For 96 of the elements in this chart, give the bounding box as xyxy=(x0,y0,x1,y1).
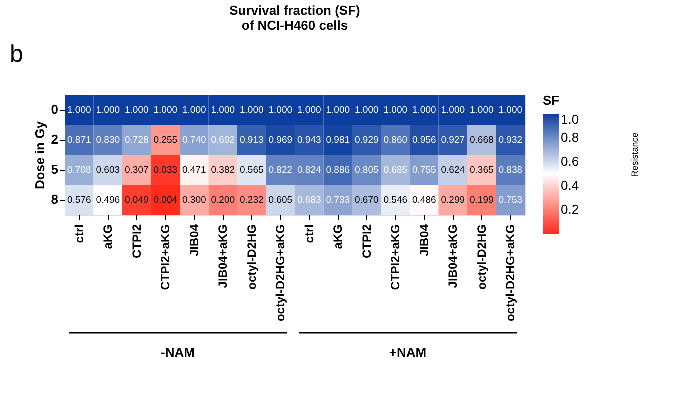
data-label: 1.000 xyxy=(441,105,466,116)
y-tick-label: 0 xyxy=(51,102,58,117)
data-label: 0.004 xyxy=(154,195,178,206)
data-label: 1.000 xyxy=(268,105,293,116)
data-label: 0.365 xyxy=(470,165,494,176)
data-label: 0.943 xyxy=(297,135,322,146)
data-label: 0.033 xyxy=(154,165,178,176)
data-label: 0.546 xyxy=(384,195,408,206)
data-label: 0.932 xyxy=(498,135,523,146)
data-label: 0.981 xyxy=(326,135,350,146)
color-bar-label: 0.6 xyxy=(561,154,580,169)
x-tick-label: CTPI2 xyxy=(130,224,144,259)
data-label: 0.471 xyxy=(182,165,206,176)
text: +NAM xyxy=(389,345,427,360)
data-label: 0.299 xyxy=(441,195,466,206)
x-tick-label: octyl-D2HG+aKG xyxy=(274,224,288,322)
data-label: 0.755 xyxy=(412,165,436,176)
data-label: 0.886 xyxy=(326,165,350,176)
data-label: 1.000 xyxy=(297,105,322,116)
data-label: 0.860 xyxy=(384,135,408,146)
data-label: 1.000 xyxy=(326,105,350,116)
data-label: 0.200 xyxy=(211,195,236,206)
x-tick-label: JIB04+aKG xyxy=(446,224,460,288)
data-label: 0.956 xyxy=(412,135,436,146)
x-tick-label: ctrl xyxy=(302,224,316,244)
x-tick-label: JIB04+aKG xyxy=(216,224,230,288)
data-label: 0.605 xyxy=(268,195,293,206)
data-label: 0.624 xyxy=(441,165,466,176)
color-bar-label: 0.2 xyxy=(561,202,580,217)
data-label: 0.382 xyxy=(211,165,236,176)
x-tick-label: CTPI2 xyxy=(360,224,374,259)
data-label: 1.000 xyxy=(182,105,206,116)
color-bar-label: 0.8 xyxy=(561,130,580,145)
data-label: 0.929 xyxy=(354,135,379,146)
data-label: 1.000 xyxy=(96,105,120,116)
x-tick-label: CTPI2+aKG xyxy=(158,224,173,290)
data-label: 1.000 xyxy=(154,105,178,116)
data-label: 0.255 xyxy=(154,135,178,146)
text: b xyxy=(10,41,24,68)
x-tick-label: octyl-D2HG xyxy=(474,224,489,290)
data-label: 0.603 xyxy=(96,165,120,176)
data-label: 1.000 xyxy=(470,105,494,116)
x-tick-label: ctrl xyxy=(72,224,86,244)
data-label: 0.300 xyxy=(182,195,206,206)
data-label: 0.728 xyxy=(124,135,149,146)
data-label: 0.830 xyxy=(96,135,120,146)
data-label: 1.000 xyxy=(354,105,379,116)
data-label: 0.232 xyxy=(240,195,264,206)
data-label: 1.000 xyxy=(124,105,149,116)
y-tick-label: 8 xyxy=(51,192,58,207)
data-label: 0.805 xyxy=(354,165,379,176)
data-label: 1.000 xyxy=(67,105,92,116)
x-tick-label: CTPI2+aKG xyxy=(388,224,403,290)
data-label: 1.000 xyxy=(498,105,523,116)
x-tick-label: aKG xyxy=(101,224,116,250)
color-bar-label: 0.4 xyxy=(561,178,580,193)
data-label: 0.871 xyxy=(67,135,92,146)
data-label: 1.000 xyxy=(384,105,408,116)
text: -NAM xyxy=(161,345,195,360)
data-label: 0.838 xyxy=(498,165,523,176)
chart-title: Survival fraction (SF) of NCI-H460 cells xyxy=(230,3,360,33)
data-label: 1.000 xyxy=(412,105,436,116)
data-label: 0.692 xyxy=(211,135,236,146)
text: Resistance xyxy=(630,132,640,178)
data-label: 0.969 xyxy=(268,135,293,146)
y-tick-label: 5 xyxy=(51,162,58,177)
color-bar-label: 1.0 xyxy=(561,112,580,127)
data-label: 0.927 xyxy=(441,135,466,146)
y-axis-title: Dose in Gy xyxy=(32,120,48,190)
data-label: 0.740 xyxy=(182,135,206,146)
data-label: 0.733 xyxy=(326,195,350,206)
data-label: 0.668 xyxy=(470,135,494,146)
data-label: 0.576 xyxy=(67,195,92,206)
y-tick-label: 2 xyxy=(51,132,58,147)
data-label: 0.685 xyxy=(384,165,408,176)
data-label: 0.199 xyxy=(470,195,494,206)
x-tick-label: octyl-D2HG+aKG xyxy=(504,224,518,322)
data-label: 0.486 xyxy=(412,195,436,206)
data-label: 0.565 xyxy=(240,165,264,176)
data-label: 0.824 xyxy=(297,165,322,176)
color-bar-title: SF xyxy=(543,93,560,108)
data-label: 1.000 xyxy=(240,105,264,116)
data-label: 0.307 xyxy=(124,165,149,176)
data-label: 0.670 xyxy=(354,195,379,206)
data-label: 0.049 xyxy=(124,195,149,206)
x-tick-label: octyl-D2HG xyxy=(244,224,259,290)
x-tick-label: JIB04 xyxy=(187,224,202,257)
data-label: 0.708 xyxy=(67,165,92,176)
data-label: 0.913 xyxy=(240,135,264,146)
data-label: 0.822 xyxy=(268,165,293,176)
data-label: 1.000 xyxy=(211,105,236,116)
x-tick-label: aKG xyxy=(331,224,346,250)
x-tick-label: JIB04 xyxy=(417,224,432,257)
data-label: 0.683 xyxy=(297,195,322,206)
data-label: 0.496 xyxy=(96,195,120,206)
data-label: 0.753 xyxy=(498,195,523,206)
